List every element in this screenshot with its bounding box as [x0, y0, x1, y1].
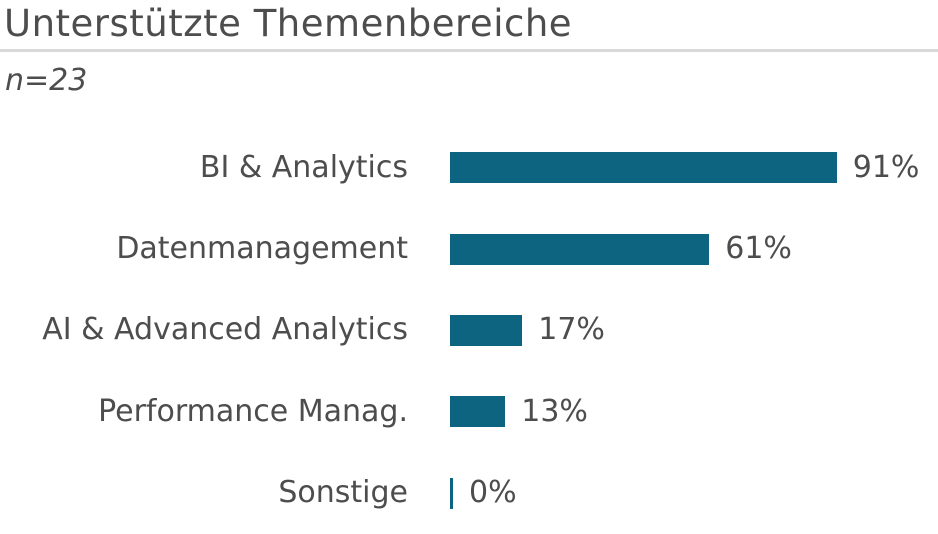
bar [450, 233, 710, 265]
value-label: 17% [538, 312, 605, 348]
bar [450, 477, 453, 509]
bar-track: 91% [450, 149, 938, 185]
bar [450, 152, 837, 184]
category-label: Performance Manag. [98, 393, 408, 429]
value-label: 13% [521, 393, 588, 429]
category-label: AI & Advanced Analytics [42, 312, 408, 348]
bar-track: 17% [450, 313, 938, 347]
bar [450, 314, 523, 346]
value-label: 61% [725, 231, 792, 267]
title-divider [0, 49, 938, 52]
category-label: Sonstige [278, 475, 408, 511]
chart-row: Datenmanagement 61% [0, 208, 938, 289]
chart-row: Sonstige 0% [0, 453, 938, 534]
value-label: 91% [852, 149, 920, 185]
category-label: Datenmanagement [116, 231, 408, 267]
value-label: 0% [469, 475, 517, 511]
sample-size-label: n=23 [5, 63, 88, 98]
page-title: Unterstützte Themenbereiche [4, 2, 573, 45]
bar-track: 13% [450, 393, 938, 429]
bar [450, 396, 506, 428]
bar-chart: BI & Analytics 91% Datenmanagement 61% A… [0, 127, 938, 534]
category-label: BI & Analytics [199, 149, 408, 185]
chart-row: BI & Analytics 91% [0, 127, 938, 208]
bar-track: 61% [450, 232, 938, 266]
chart-row: AI & Advanced Analytics 17% [0, 290, 938, 371]
bar-track: 0% [450, 476, 938, 510]
chart-row: Performance Manag. 13% [0, 371, 938, 452]
